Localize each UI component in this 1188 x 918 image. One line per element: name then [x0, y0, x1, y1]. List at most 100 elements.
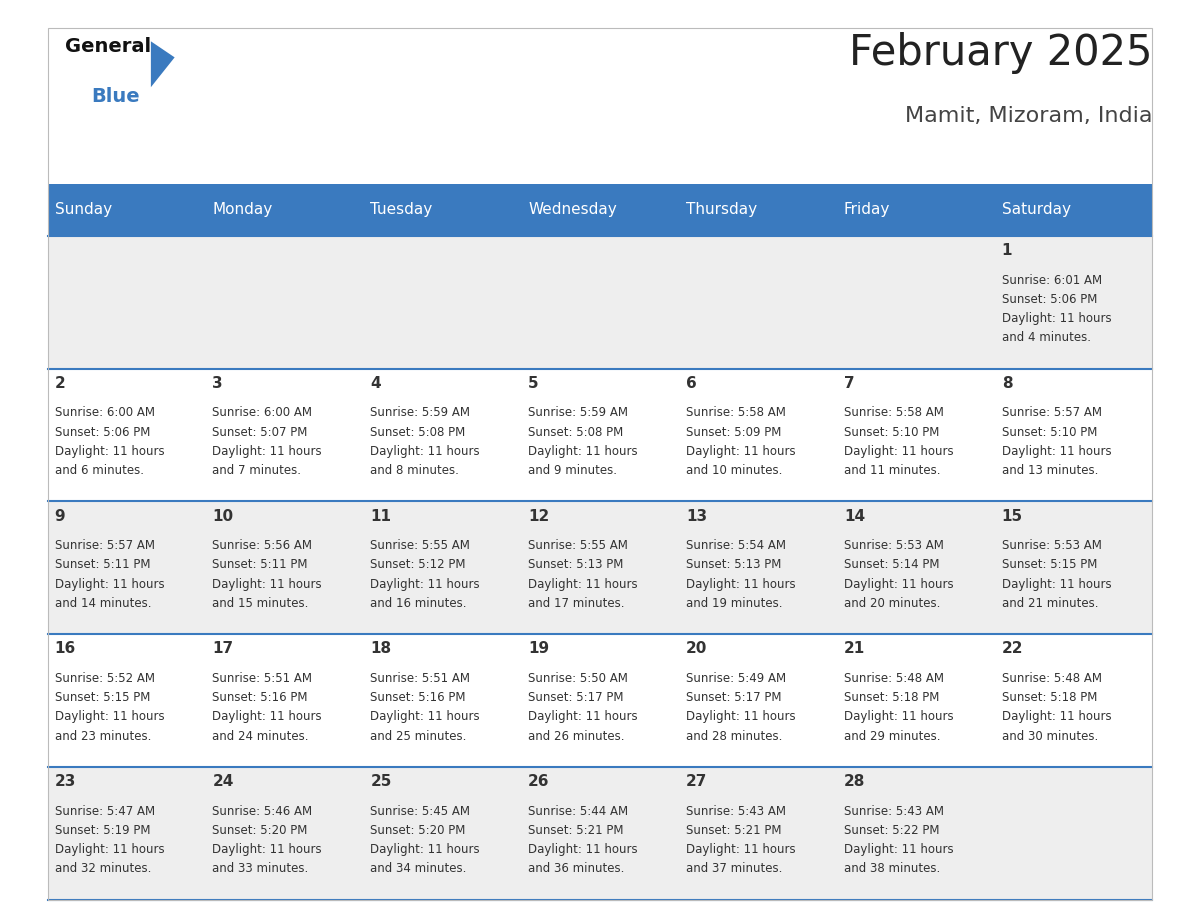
Text: and 19 minutes.: and 19 minutes. [685, 597, 783, 610]
Bar [522, 634, 678, 767]
Text: Blue: Blue [91, 87, 140, 106]
Text: and 32 minutes.: and 32 minutes. [55, 862, 151, 876]
Text: Daylight: 11 hours: Daylight: 11 hours [685, 711, 796, 723]
Text: and 28 minutes.: and 28 minutes. [685, 730, 783, 743]
Text: Sunrise: 5:43 AM: Sunrise: 5:43 AM [685, 804, 786, 818]
Text: and 11 minutes.: and 11 minutes. [843, 465, 941, 477]
Bar [678, 634, 836, 767]
Text: Sunrise: 5:43 AM: Sunrise: 5:43 AM [843, 804, 943, 818]
Text: Sunset: 5:08 PM: Sunset: 5:08 PM [529, 426, 624, 439]
Text: Sunset: 5:11 PM: Sunset: 5:11 PM [55, 558, 150, 571]
Text: Sunrise: 5:59 AM: Sunrise: 5:59 AM [371, 407, 470, 420]
Text: Daylight: 11 hours: Daylight: 11 hours [529, 843, 638, 856]
Text: Daylight: 11 hours: Daylight: 11 hours [1001, 711, 1111, 723]
Text: Sunset: 5:17 PM: Sunset: 5:17 PM [529, 691, 624, 704]
Text: 13: 13 [685, 509, 707, 524]
Text: Sunrise: 5:48 AM: Sunrise: 5:48 AM [1001, 672, 1101, 685]
Text: Daylight: 11 hours: Daylight: 11 hours [843, 577, 954, 590]
Text: and 4 minutes.: and 4 minutes. [1001, 331, 1091, 344]
Text: Tuesday: Tuesday [371, 202, 432, 218]
Text: Sunrise: 6:00 AM: Sunrise: 6:00 AM [55, 407, 154, 420]
Text: Mamit, Mizoram, India: Mamit, Mizoram, India [905, 106, 1152, 126]
Text: and 23 minutes.: and 23 minutes. [55, 730, 151, 743]
Bar [522, 501, 678, 634]
Text: 15: 15 [1001, 509, 1023, 524]
Bar [994, 501, 1152, 634]
Text: Sunset: 5:19 PM: Sunset: 5:19 PM [55, 823, 150, 837]
Bar [994, 369, 1152, 501]
Text: and 21 minutes.: and 21 minutes. [1001, 597, 1098, 610]
Text: Sunrise: 5:55 AM: Sunrise: 5:55 AM [371, 539, 470, 552]
Text: Sunset: 5:13 PM: Sunset: 5:13 PM [685, 558, 782, 571]
Bar [48, 236, 206, 369]
Text: Monday: Monday [213, 202, 273, 218]
Text: Sunset: 5:20 PM: Sunset: 5:20 PM [213, 823, 308, 837]
Text: 18: 18 [371, 642, 391, 656]
Bar [678, 236, 836, 369]
Text: Sunset: 5:18 PM: Sunset: 5:18 PM [843, 691, 940, 704]
Text: Daylight: 11 hours: Daylight: 11 hours [529, 577, 638, 590]
Text: and 17 minutes.: and 17 minutes. [529, 597, 625, 610]
Text: Sunrise: 5:58 AM: Sunrise: 5:58 AM [685, 407, 785, 420]
Text: and 30 minutes.: and 30 minutes. [1001, 730, 1098, 743]
Bar [522, 369, 678, 501]
Text: and 38 minutes.: and 38 minutes. [843, 862, 940, 876]
Polygon shape [151, 41, 175, 87]
Text: and 34 minutes.: and 34 minutes. [371, 862, 467, 876]
Text: and 33 minutes.: and 33 minutes. [213, 862, 309, 876]
Bar [836, 236, 994, 369]
Bar [678, 767, 836, 900]
Text: and 20 minutes.: and 20 minutes. [843, 597, 940, 610]
Bar [994, 236, 1152, 369]
Text: Sunrise: 6:01 AM: Sunrise: 6:01 AM [1001, 274, 1101, 286]
Text: General: General [65, 37, 151, 56]
Text: 19: 19 [529, 642, 549, 656]
Text: and 7 minutes.: and 7 minutes. [213, 465, 302, 477]
Text: Daylight: 11 hours: Daylight: 11 hours [213, 711, 322, 723]
Text: 7: 7 [843, 376, 854, 391]
Bar [48, 501, 206, 634]
Text: Sunrise: 5:52 AM: Sunrise: 5:52 AM [55, 672, 154, 685]
Text: 6: 6 [685, 376, 696, 391]
Text: Daylight: 11 hours: Daylight: 11 hours [843, 711, 954, 723]
Text: Sunrise: 5:55 AM: Sunrise: 5:55 AM [529, 539, 628, 552]
Text: and 16 minutes.: and 16 minutes. [371, 597, 467, 610]
Text: Sunset: 5:10 PM: Sunset: 5:10 PM [843, 426, 940, 439]
Text: 20: 20 [685, 642, 707, 656]
Text: Sunrise: 5:54 AM: Sunrise: 5:54 AM [685, 539, 786, 552]
Bar [48, 369, 206, 501]
Text: Daylight: 11 hours: Daylight: 11 hours [843, 445, 954, 458]
Text: Sunrise: 5:58 AM: Sunrise: 5:58 AM [843, 407, 943, 420]
Text: Daylight: 11 hours: Daylight: 11 hours [55, 577, 164, 590]
Text: 27: 27 [685, 774, 707, 789]
Text: Sunset: 5:18 PM: Sunset: 5:18 PM [1001, 691, 1097, 704]
Text: and 37 minutes.: and 37 minutes. [685, 862, 783, 876]
Text: 10: 10 [213, 509, 234, 524]
Text: 28: 28 [843, 774, 865, 789]
Text: Sunrise: 6:00 AM: Sunrise: 6:00 AM [213, 407, 312, 420]
Text: and 25 minutes.: and 25 minutes. [371, 730, 467, 743]
Text: Sunrise: 5:57 AM: Sunrise: 5:57 AM [1001, 407, 1101, 420]
Bar [206, 634, 364, 767]
Text: and 15 minutes.: and 15 minutes. [213, 597, 309, 610]
Text: Daylight: 11 hours: Daylight: 11 hours [843, 843, 954, 856]
Text: Sunrise: 5:51 AM: Sunrise: 5:51 AM [213, 672, 312, 685]
Text: 4: 4 [371, 376, 381, 391]
Text: Daylight: 11 hours: Daylight: 11 hours [55, 843, 164, 856]
Bar [48, 184, 1152, 236]
Text: 5: 5 [529, 376, 539, 391]
Text: 17: 17 [213, 642, 234, 656]
Text: February 2025: February 2025 [849, 32, 1152, 74]
Bar [994, 634, 1152, 767]
Text: 14: 14 [843, 509, 865, 524]
Bar [206, 501, 364, 634]
Bar [836, 767, 994, 900]
Text: Sunrise: 5:50 AM: Sunrise: 5:50 AM [529, 672, 628, 685]
Text: 16: 16 [55, 642, 76, 656]
Text: Daylight: 11 hours: Daylight: 11 hours [685, 445, 796, 458]
Text: Sunset: 5:16 PM: Sunset: 5:16 PM [213, 691, 308, 704]
Text: Sunset: 5:21 PM: Sunset: 5:21 PM [529, 823, 624, 837]
Bar [206, 369, 364, 501]
Text: Sunset: 5:15 PM: Sunset: 5:15 PM [1001, 558, 1097, 571]
Text: 21: 21 [843, 642, 865, 656]
